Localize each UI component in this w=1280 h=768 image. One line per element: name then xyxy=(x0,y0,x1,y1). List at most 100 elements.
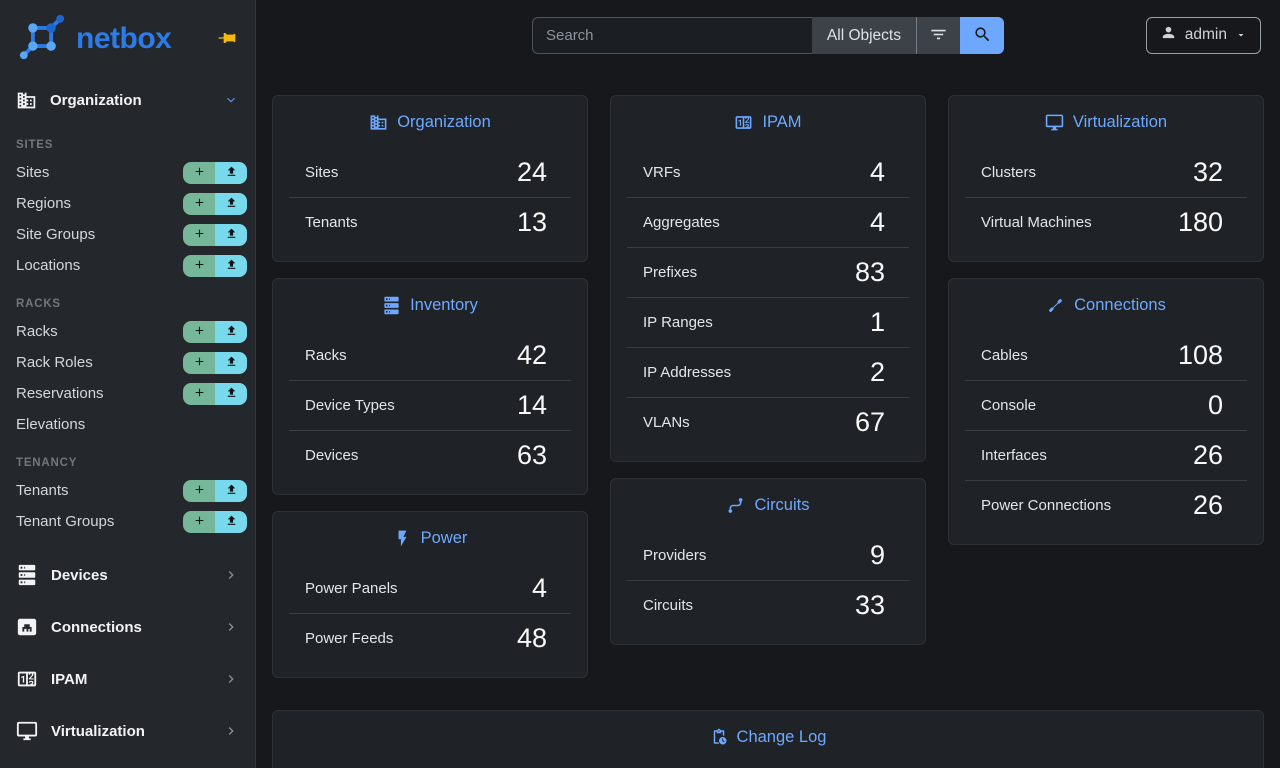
stat-value[interactable]: 2 xyxy=(869,357,885,387)
transit-connection-icon xyxy=(726,496,745,515)
section-title-sites: SITES xyxy=(16,139,54,151)
sidebar-item-sites[interactable]: Sites xyxy=(0,157,255,188)
import-button[interactable] xyxy=(215,382,247,405)
sidebar-item-label: Site Groups xyxy=(16,226,96,243)
sidebar-item-label: Organization xyxy=(50,91,142,109)
stat-value[interactable]: 83 xyxy=(854,257,885,287)
power-card: Power Power Panels 4 Power Feeds 48 xyxy=(272,511,588,678)
sidebar-item-rack-roles[interactable]: Rack Roles xyxy=(0,347,255,378)
stat-value[interactable]: 4 xyxy=(531,573,547,603)
stat-value[interactable]: 4 xyxy=(869,207,885,237)
stat-value[interactable]: 63 xyxy=(516,440,547,470)
user-icon xyxy=(1160,24,1177,46)
filter-button[interactable] xyxy=(916,17,960,54)
organization-card-title[interactable]: Organization xyxy=(273,96,587,140)
cable-icon xyxy=(1046,296,1065,315)
inventory-card-title[interactable]: Inventory xyxy=(273,279,587,323)
ipam-card-title[interactable]: IPAM xyxy=(611,96,925,140)
stat-label: Racks xyxy=(305,347,347,364)
sidebar-item-virtualization[interactable]: Virtualization xyxy=(0,705,255,757)
stat-value[interactable]: 180 xyxy=(1177,207,1223,237)
monitor-icon xyxy=(16,720,38,742)
sidebar-item-tenants[interactable]: Tenants xyxy=(0,475,255,506)
upload-icon xyxy=(225,514,238,530)
chevron-right-icon xyxy=(223,567,239,583)
import-button[interactable] xyxy=(215,192,247,215)
search-icon xyxy=(973,25,992,47)
import-button[interactable] xyxy=(215,254,247,277)
changelog-card-title[interactable]: Change Log xyxy=(273,711,1263,755)
connections-card-title[interactable]: Connections xyxy=(949,279,1263,323)
add-button[interactable] xyxy=(183,382,215,405)
stat-value[interactable]: 13 xyxy=(516,207,547,237)
add-button[interactable] xyxy=(183,479,215,502)
plus-icon xyxy=(193,483,206,499)
stat-value[interactable]: 24 xyxy=(516,157,547,187)
stat-value[interactable]: 1 xyxy=(869,307,885,337)
sidebar-item-locations[interactable]: Locations xyxy=(0,250,255,281)
sidebar-item-site-groups[interactable]: Site Groups xyxy=(0,219,255,250)
stat-row: Virtual Machines 180 xyxy=(965,198,1247,247)
pin-sidebar-button[interactable] xyxy=(217,28,237,51)
stat-row: Aggregates 4 xyxy=(627,198,909,248)
stat-value[interactable]: 26 xyxy=(1192,490,1223,520)
stat-value[interactable]: 32 xyxy=(1192,157,1223,187)
search-input[interactable] xyxy=(532,17,812,54)
building-icon xyxy=(369,113,388,132)
stat-label: Prefixes xyxy=(643,264,698,281)
stat-value[interactable]: 26 xyxy=(1192,440,1223,470)
add-button[interactable] xyxy=(183,192,215,215)
virtualization-card-title[interactable]: Virtualization xyxy=(949,96,1263,140)
stat-value[interactable]: 14 xyxy=(516,390,547,420)
card-title-label: Inventory xyxy=(410,296,478,314)
stat-value[interactable]: 108 xyxy=(1177,340,1223,370)
add-button[interactable] xyxy=(183,161,215,184)
sidebar-item-ipam[interactable]: IPAM xyxy=(0,653,255,705)
card-title-label: Virtualization xyxy=(1072,113,1168,131)
add-button[interactable] xyxy=(183,254,215,277)
import-button[interactable] xyxy=(215,320,247,343)
search-scope-button[interactable]: All Objects xyxy=(811,17,916,54)
import-button[interactable] xyxy=(215,351,247,374)
stat-value[interactable]: 0 xyxy=(1207,390,1223,420)
power-card-title[interactable]: Power xyxy=(273,512,587,556)
import-button[interactable] xyxy=(215,223,247,246)
sidebar-item-label: Locations xyxy=(16,257,81,274)
sidebar-item-elevations[interactable]: Elevations xyxy=(0,409,255,440)
upload-icon xyxy=(225,258,238,274)
sidebar-item-devices[interactable]: Devices xyxy=(0,549,255,601)
circuits-card-title[interactable]: Circuits xyxy=(611,479,925,523)
import-button[interactable] xyxy=(215,479,247,502)
sidebar-item-organization[interactable]: Organization xyxy=(0,78,255,122)
sidebar-item-reservations[interactable]: Reservations xyxy=(0,378,255,409)
sidebar-item-racks[interactable]: Racks xyxy=(0,316,255,347)
main-area: All Objects admin Organization xyxy=(256,0,1280,768)
add-button[interactable] xyxy=(183,510,215,533)
stat-row: Power Connections 26 xyxy=(965,481,1247,530)
user-menu-button[interactable]: admin xyxy=(1145,16,1261,54)
import-button[interactable] xyxy=(215,510,247,533)
stat-label: Power Connections xyxy=(981,497,1112,514)
sidebar-item-tenant-groups[interactable]: Tenant Groups xyxy=(0,506,255,537)
add-button[interactable] xyxy=(183,351,215,374)
sidebar-item-label: Racks xyxy=(16,323,58,340)
monitor-icon xyxy=(1045,113,1064,132)
netbox-logo[interactable]: netbox xyxy=(16,11,172,68)
stat-label: VRFs xyxy=(643,164,681,181)
add-button[interactable] xyxy=(183,320,215,343)
stat-value[interactable]: 4 xyxy=(869,157,885,187)
sidebar-item-connections[interactable]: Connections xyxy=(0,601,255,653)
stat-value[interactable]: 42 xyxy=(516,340,547,370)
plus-icon xyxy=(193,258,206,274)
stat-value[interactable]: 48 xyxy=(516,623,547,653)
clipboard-clock-icon xyxy=(710,728,728,746)
search-submit-button[interactable] xyxy=(960,17,1004,54)
server-icon xyxy=(382,296,401,315)
stat-value[interactable]: 33 xyxy=(854,590,885,620)
import-button[interactable] xyxy=(215,161,247,184)
stat-value[interactable]: 9 xyxy=(869,540,885,570)
add-button[interactable] xyxy=(183,223,215,246)
counter-icon xyxy=(734,113,753,132)
sidebar-item-regions[interactable]: Regions xyxy=(0,188,255,219)
stat-value[interactable]: 67 xyxy=(854,407,885,437)
